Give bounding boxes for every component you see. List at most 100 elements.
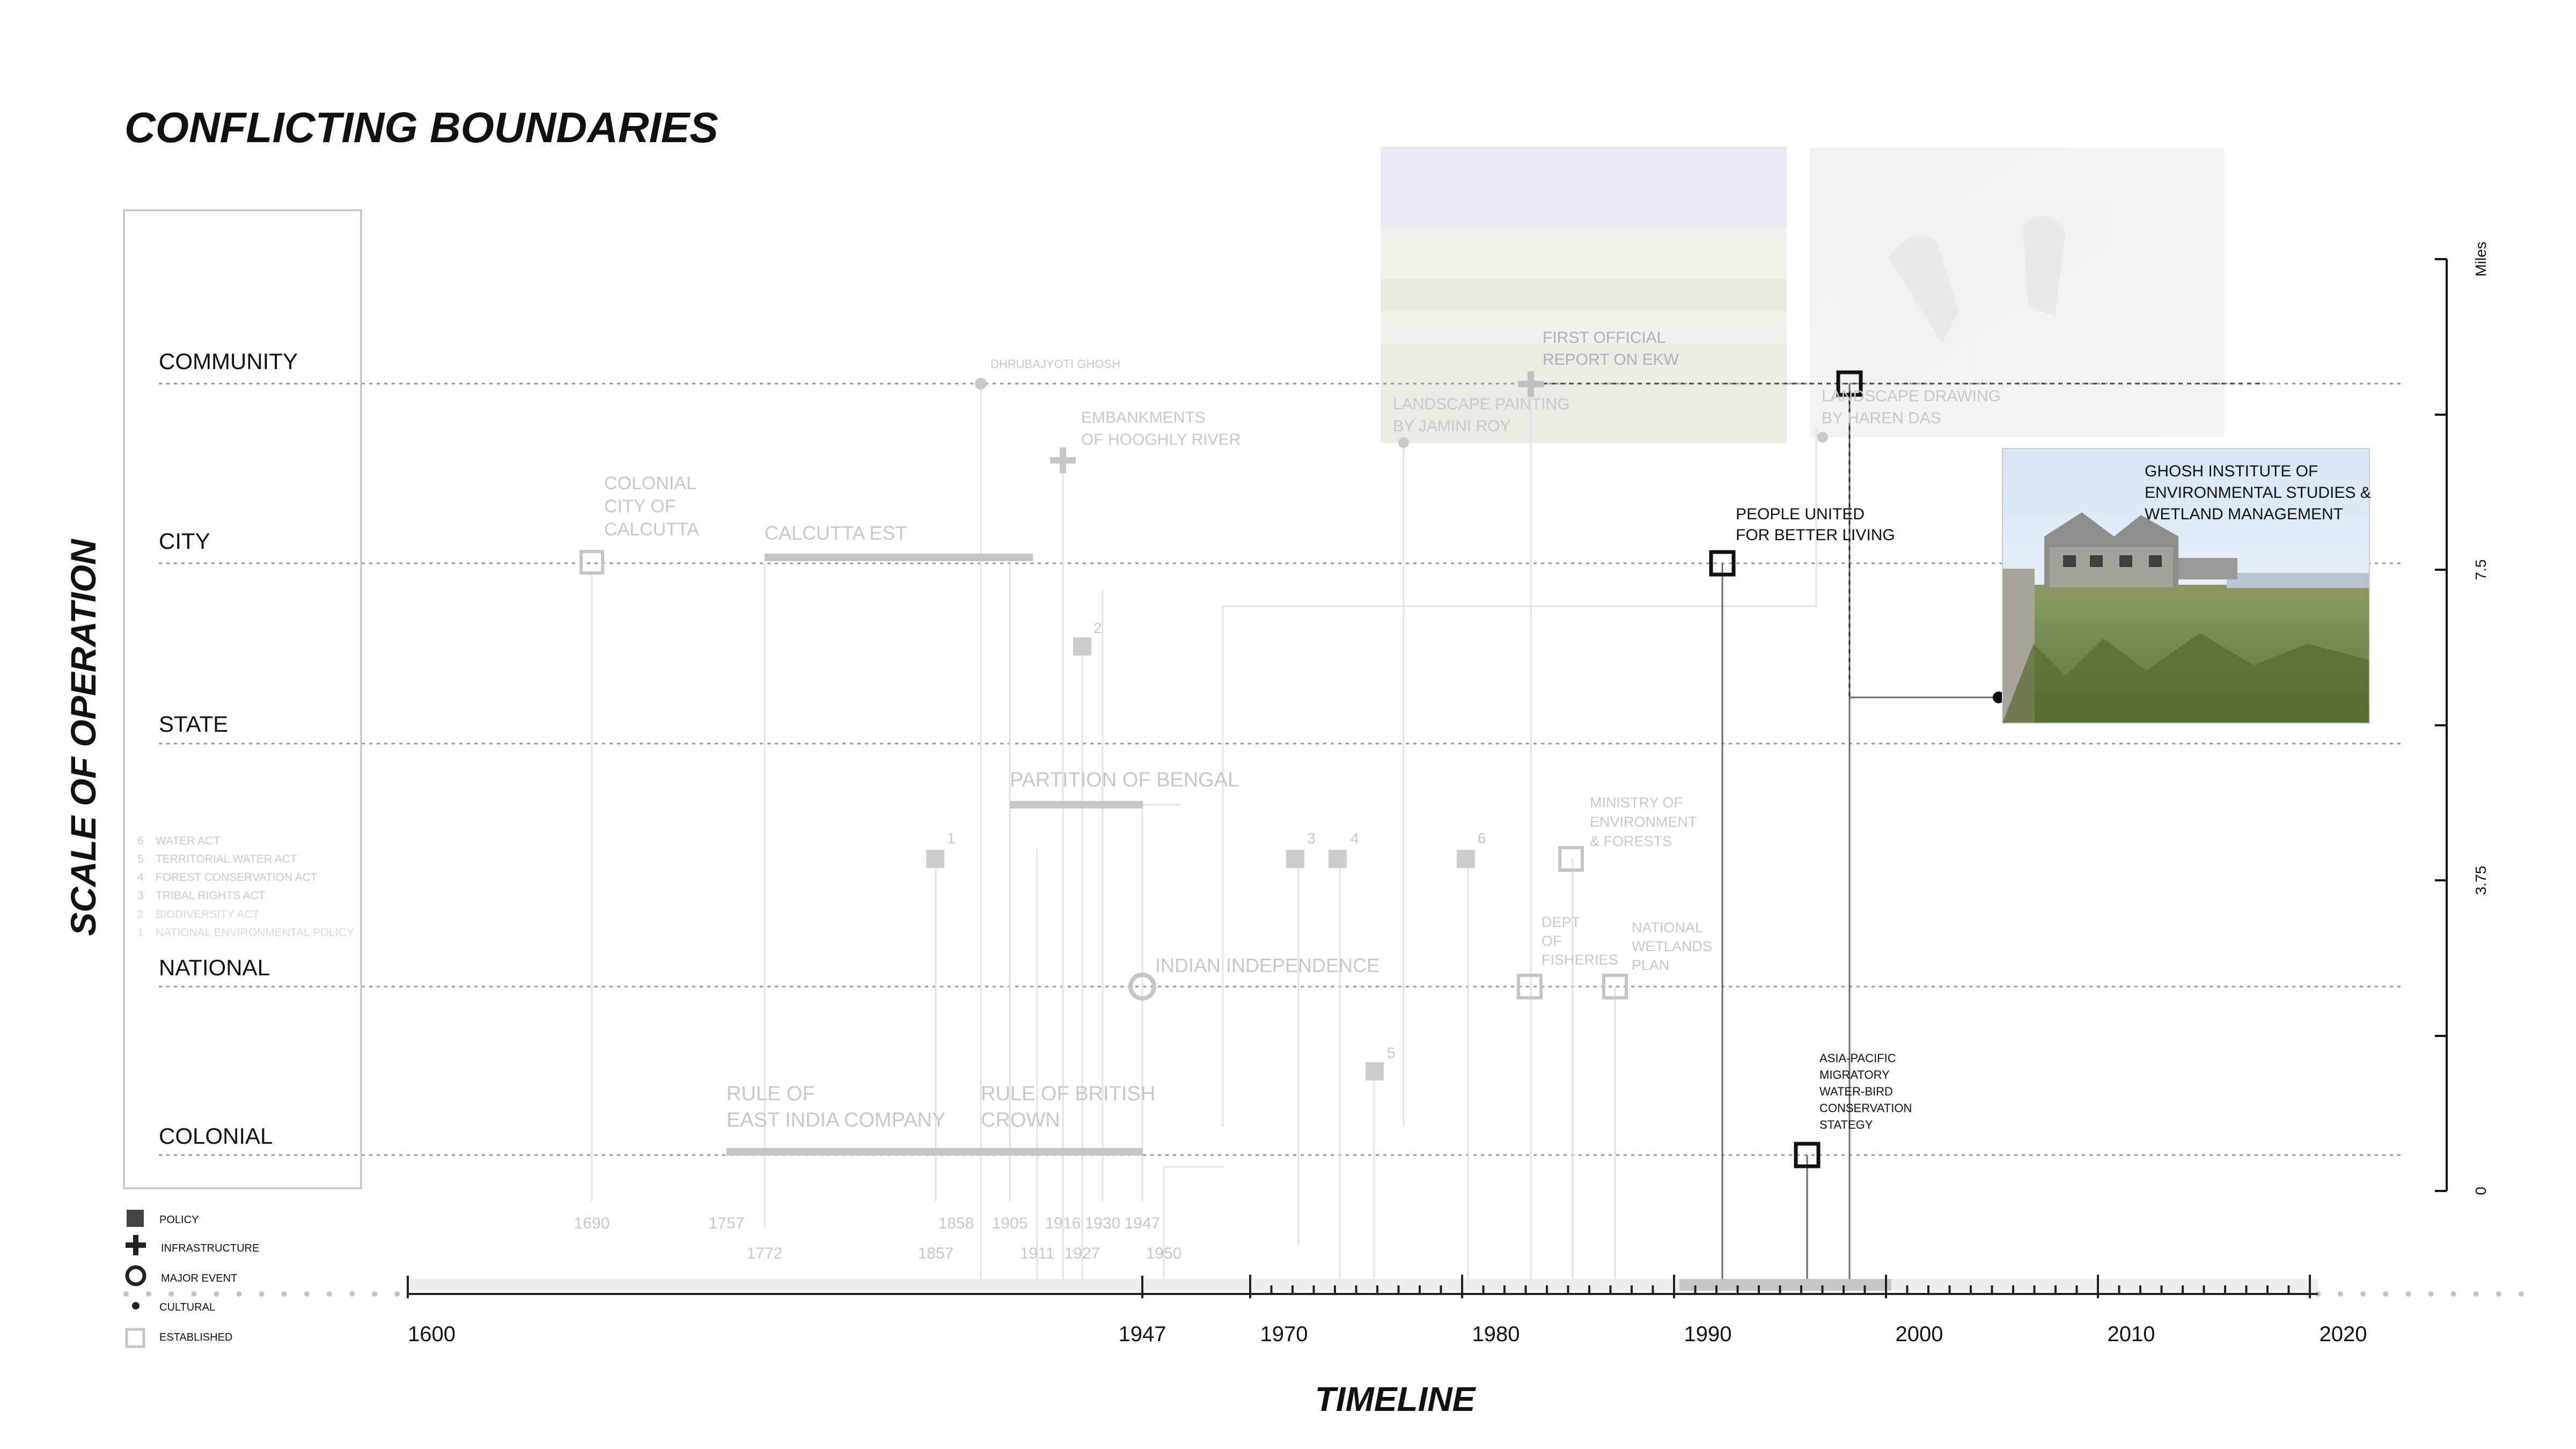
event-embankments-label: EMBANKMENTS OF HOOGHLY RIVER	[1081, 409, 1241, 448]
legend: POLICY INFRASTRUCTURE MAJOR EVENT CULTUR…	[125, 1210, 259, 1348]
svg-text:REPORT ON EKW: REPORT ON EKW	[1543, 351, 1679, 369]
policy-number: 2	[1093, 620, 1102, 636]
policy-square-icon	[1329, 850, 1347, 868]
svg-text:GHOSH INSTITUTE OF: GHOSH INSTITUTE OF	[2145, 462, 2318, 480]
event-wetlands-plan-label: NATIONAL WETLANDS PLAN	[1632, 920, 1712, 973]
event-first-report-label: FIRST OFFICIAL REPORT ON EKW	[1543, 329, 1679, 369]
scale-unit-label: Miles	[2472, 241, 2489, 276]
established-square-icon	[579, 550, 604, 575]
act-label: NATIONAL ENVIRONMENTAL POLICY	[156, 926, 354, 939]
act-label: FOREST CONSERVATION ACT	[156, 871, 318, 884]
level-colonial-label: COLONIAL	[159, 1123, 273, 1149]
legend-label: INFRASTRUCTURE	[161, 1242, 259, 1254]
policy-markers	[926, 637, 1475, 1080]
policy-square-icon	[1286, 850, 1304, 868]
established-square-icon	[1709, 550, 1736, 577]
established-square-icon	[1517, 974, 1543, 999]
year-label: 1927	[1065, 1245, 1100, 1262]
svg-text:OF: OF	[1542, 933, 1562, 949]
axis-label: 1990	[1684, 1322, 1732, 1346]
landscape-painting-image	[1381, 146, 1787, 443]
svg-text:PLAN: PLAN	[1632, 957, 1670, 973]
policy-number: 5	[1387, 1045, 1396, 1061]
established-square-icon	[1794, 1142, 1821, 1168]
timeline-axis	[123, 1275, 2546, 1298]
policy-number: 4	[1351, 830, 1359, 847]
svg-text:ENVIRONMENTAL STUDIES &: ENVIRONMENTAL STUDIES &	[2145, 484, 2371, 502]
ghosh-institute-photo	[2002, 448, 2370, 724]
act-number: 3	[137, 889, 144, 902]
event-east-india-label: RULE OF EAST INDIA COMPANY	[726, 1083, 945, 1131]
svg-text:FOR BETTER LIVING: FOR BETTER LIVING	[1736, 526, 1895, 544]
level-community-label: COMMUNITY	[159, 349, 298, 374]
event-colonial-city-label: COLONIAL CITY OF CALCUTTA	[604, 473, 699, 540]
active-connectors	[1721, 384, 1999, 1282]
cultural-dot-icon	[975, 378, 987, 389]
scale-tick-label: 7.5	[2472, 560, 2489, 580]
level-city-label: CITY	[159, 528, 210, 554]
partition-bar	[1010, 801, 1143, 808]
policy-square-icon	[926, 850, 944, 868]
svg-text:OF HOOGHLY RIVER: OF HOOGHLY RIVER	[1081, 431, 1241, 448]
legend-label: ESTABLISHED	[159, 1332, 232, 1343]
event-british-crown-label: RULE OF BRITISH CROWN	[981, 1083, 1155, 1131]
act-label: WATER ACT	[156, 835, 220, 847]
policy-number: 3	[1307, 830, 1316, 847]
policy-number: 1	[947, 830, 956, 847]
event-asia-pacific-label: ASIA-PACIFIC MIGRATORY WATER-BIRD CONSER…	[1819, 1051, 1912, 1131]
axis-label: 1970	[1260, 1322, 1308, 1346]
event-people-united-label: PEOPLE UNITED FOR BETTER LIVING	[1736, 505, 1895, 544]
legend-label: CULTURAL	[159, 1301, 215, 1313]
svg-text:BY HAREN DAS: BY HAREN DAS	[1822, 409, 1941, 427]
scale-tick-label: 3.75	[2472, 866, 2489, 895]
svg-text:WATER-BIRD: WATER-BIRD	[1819, 1085, 1893, 1098]
svg-text:LANDSCAPE PAINTING: LANDSCAPE PAINTING	[1393, 395, 1570, 413]
svg-text:LANDSCAPE DRAWING: LANDSCAPE DRAWING	[1822, 387, 2001, 405]
event-painting-label: LANDSCAPE PAINTING BY JAMINI ROY	[1393, 395, 1570, 435]
x-axis-title: TIMELINE	[1315, 1380, 1477, 1418]
event-ghosh-institute-label: GHOSH INSTITUTE OF ENVIRONMENTAL STUDIES…	[2145, 462, 2371, 523]
cultural-dot-icon	[1993, 692, 2005, 703]
calcutta-est-bar	[765, 554, 1033, 561]
major-event-ring-icon	[1128, 973, 1156, 1001]
axis-label: 2010	[2108, 1322, 2155, 1346]
policy-square-icon	[127, 1210, 144, 1227]
act-label: TRIBAL RIGHTS ACT	[156, 889, 266, 902]
svg-text:FIRST OFFICIAL: FIRST OFFICIAL	[1543, 329, 1665, 347]
policy-number: 6	[1478, 830, 1486, 847]
svg-text:& FORESTS: & FORESTS	[1590, 833, 1672, 849]
infrastructure-cross-icon	[1050, 447, 1076, 473]
year-label: 1772	[747, 1245, 783, 1262]
act-label: TERRITORIAL WATER ACT	[156, 853, 297, 865]
svg-text:CROWN: CROWN	[981, 1109, 1060, 1131]
legend-label: MAJOR EVENT	[161, 1273, 237, 1284]
event-calcutta-est-label: CALCUTTA EST	[765, 522, 907, 544]
svg-text:EMBANKMENTS: EMBANKMENTS	[1081, 409, 1206, 426]
established-square-icon	[1602, 974, 1628, 999]
svg-text:ASIA-PACIFIC: ASIA-PACIFIC	[1819, 1051, 1896, 1065]
svg-text:RULE OF BRITISH: RULE OF BRITISH	[981, 1083, 1155, 1105]
event-partition-label: PARTITION OF BENGAL	[1010, 769, 1239, 791]
policy-square-icon	[1457, 850, 1475, 868]
act-label: BIODIVERSITY ACT	[156, 908, 259, 921]
axis-label: 1980	[1472, 1322, 1520, 1346]
year-label: 1905	[992, 1215, 1028, 1232]
svg-text:MINISTRY OF: MINISTRY OF	[1590, 795, 1683, 811]
event-dhrubajyoti-label: DHRUBAJYOTI GHOSH	[990, 357, 1120, 371]
year-label: 1916	[1045, 1215, 1081, 1232]
legend-label: POLICY	[159, 1214, 199, 1226]
svg-text:WETLAND MANAGEMENT: WETLAND MANAGEMENT	[2145, 505, 2343, 523]
svg-text:BY JAMINI ROY: BY JAMINI ROY	[1393, 417, 1511, 435]
event-ministry-label: MINISTRY OF ENVIRONMENT & FORESTS	[1590, 795, 1697, 849]
act-number: 5	[137, 853, 144, 865]
major-event-ring-icon	[125, 1265, 146, 1286]
year-label: 1690	[574, 1215, 610, 1232]
axis-label: 2000	[1896, 1322, 1943, 1346]
svg-text:RULE OF: RULE OF	[726, 1083, 815, 1105]
acts-list: 6 WATER ACT 5 TERRITORIAL WATER ACT 4 FO…	[137, 835, 354, 939]
y-axis-title: SCALE OF OPERATION	[63, 539, 103, 936]
svg-text:PEOPLE UNITED: PEOPLE UNITED	[1736, 505, 1865, 523]
level-frame	[123, 209, 362, 1189]
svg-text:MIGRATORY: MIGRATORY	[1819, 1068, 1890, 1082]
